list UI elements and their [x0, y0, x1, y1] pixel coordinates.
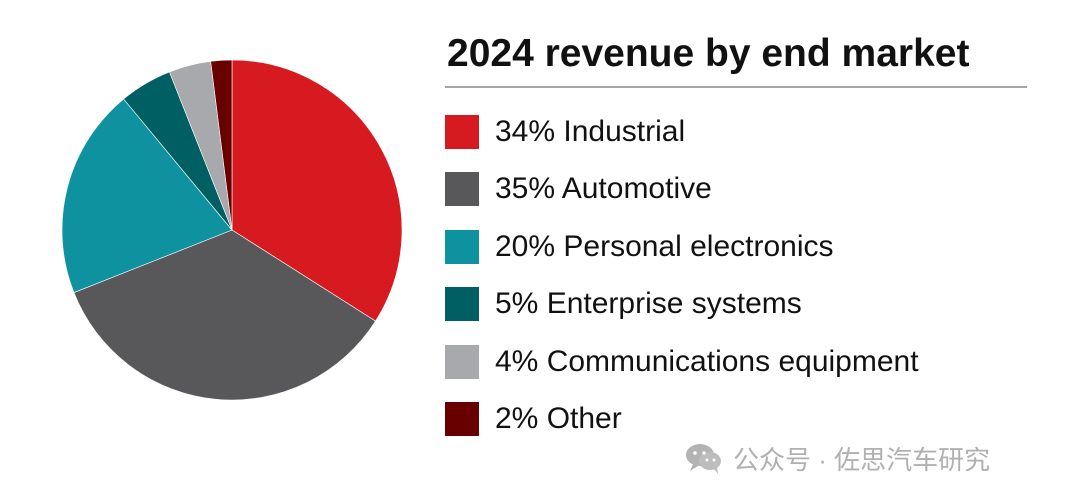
chart-title: 2024 revenue by end market — [447, 32, 970, 75]
legend-swatch-automotive — [445, 172, 479, 207]
wechat-icon — [686, 444, 721, 474]
pie-chart-svg — [61, 59, 403, 401]
legend-swatch-personal-electronics — [445, 229, 479, 264]
legend-label-industrial: 34% Industrial — [495, 115, 686, 148]
watermark-text: 公众号 · 佐思汽车研究 — [733, 444, 991, 475]
legend-label-other: 2% Other — [495, 401, 622, 435]
legend-swatch-enterprise-systems — [445, 287, 479, 322]
revenue-pie-chart — [60, 58, 404, 402]
title-divider — [445, 86, 1027, 88]
legend-item-other: 2% Other — [445, 399, 1055, 456]
legend-swatch-communications-equipment — [445, 344, 479, 379]
legend-label-enterprise-systems: 5% Enterprise systems — [495, 287, 802, 321]
legend-item-personal-electronics: 20% Personal electronics — [445, 227, 1055, 284]
legend-label-automotive: 35% Automotive — [495, 172, 712, 206]
pie-slice-automotive — [73, 229, 376, 401]
watermark: 公众号 · 佐思汽车研究 — [683, 438, 990, 478]
legend-swatch-other — [445, 401, 479, 436]
pie-slice-industrial — [231, 59, 403, 322]
legend-item-automotive: 35% Automotive — [445, 169, 1055, 226]
legend-swatch-industrial — [445, 115, 479, 149]
legend-label-personal-electronics: 20% Personal electronics — [495, 229, 834, 263]
legend-label-communications-equipment: 4% Communications equipment — [495, 344, 919, 378]
chart-legend: 34% Industrial 35% Automotive 20% Person… — [445, 112, 1055, 456]
legend-item-enterprise-systems: 5% Enterprise systems — [445, 284, 1055, 341]
pie-slice-personal-electronics — [61, 98, 233, 293]
legend-item-industrial: 34% Industrial — [445, 112, 1055, 169]
pie-slice-other — [210, 59, 233, 231]
legend-item-communications-equipment: 4% Communications equipment — [445, 342, 1055, 399]
